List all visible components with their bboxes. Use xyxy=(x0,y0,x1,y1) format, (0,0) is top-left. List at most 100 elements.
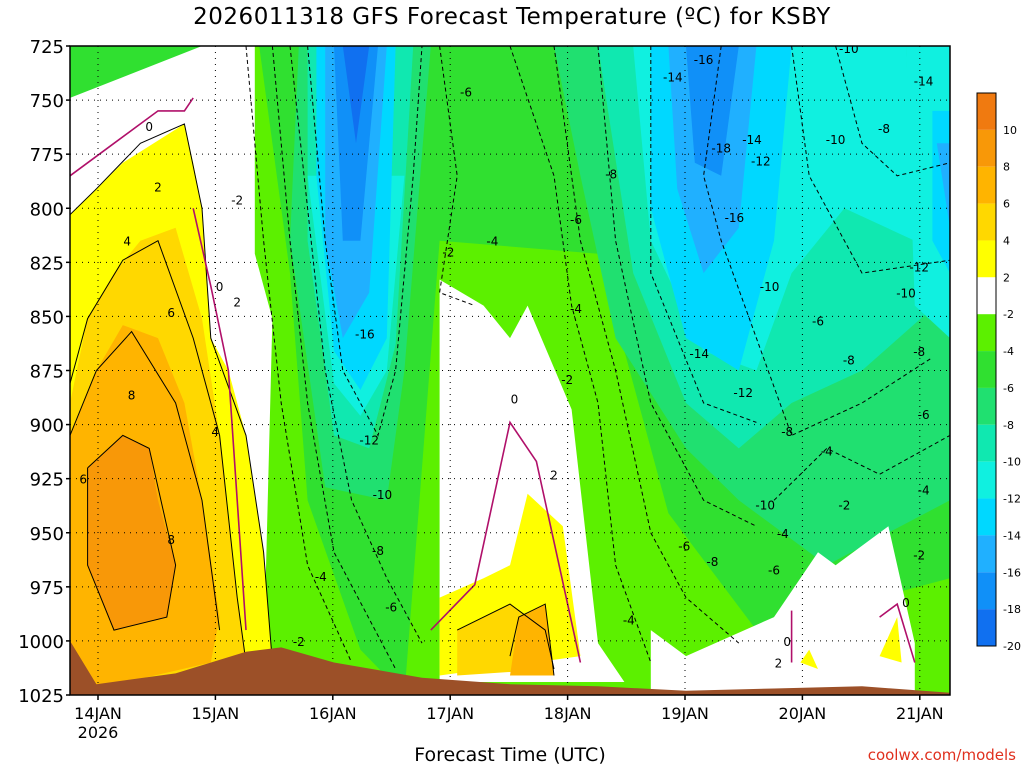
credit-text: coolwx.com/models xyxy=(867,746,1016,764)
ground-terrain xyxy=(70,640,950,695)
contour-minus-h xyxy=(597,46,757,527)
x-tick-label: 18JAN xyxy=(544,704,592,723)
y-tick-label: 1025 xyxy=(18,686,64,707)
contour-label: -4 xyxy=(777,527,789,541)
fill-2-far xyxy=(879,617,902,663)
contour-label: -14 xyxy=(689,347,709,361)
colorbar-label: -8 xyxy=(1003,419,1014,432)
contour-label: 4 xyxy=(123,235,131,249)
colorbar-cell xyxy=(977,387,996,425)
contour-minus-f xyxy=(509,46,652,663)
x-axis-label: Forecast Time (UTC) xyxy=(414,744,606,766)
y-tick-label: 750 xyxy=(30,91,64,112)
contour-label: -6 xyxy=(678,540,690,554)
y-tick-label: 725 xyxy=(30,37,64,58)
contour-label: 2 xyxy=(775,657,783,671)
colorbar-frame xyxy=(976,92,997,647)
contour-label: -8 xyxy=(843,354,855,368)
colorbar-label: -14 xyxy=(1003,529,1021,542)
contour-minus-j xyxy=(703,46,933,437)
colorbar-label: -2 xyxy=(1003,308,1014,321)
contour-label: -4 xyxy=(623,613,635,627)
y-tick-label: 975 xyxy=(30,578,64,599)
fill-2-right xyxy=(800,649,818,669)
contour-label: -10 xyxy=(373,488,393,502)
contour-label: 2 xyxy=(233,295,241,309)
contour-label: -10 xyxy=(896,287,916,301)
contour-label: -12 xyxy=(359,434,379,448)
x-tick-label: 17JAN xyxy=(426,704,474,723)
contour-plus-e xyxy=(456,603,555,670)
contour-label: -8 xyxy=(605,168,617,182)
colorbar-cell xyxy=(977,572,996,610)
contour-label: 0 xyxy=(783,635,791,649)
colorbar-label: 4 xyxy=(1003,234,1010,247)
colorbar-cell xyxy=(977,351,996,388)
chart-title: 2026011318 GFS Forecast Temperature (ºC)… xyxy=(193,4,831,30)
contour-label: -2 xyxy=(231,194,243,208)
colorbar-cell xyxy=(977,424,996,462)
y-tick-label: 775 xyxy=(30,145,64,166)
colorbar-label: -4 xyxy=(1003,345,1014,358)
colorbar-cell xyxy=(977,203,996,241)
colorbar-cell xyxy=(977,240,996,278)
contour-label: -4 xyxy=(918,483,930,497)
contour-label: 0 xyxy=(511,393,519,407)
colorbar-label: -16 xyxy=(1003,566,1021,579)
y-tick-label: 900 xyxy=(30,416,64,437)
contour-label: -4 xyxy=(315,570,327,584)
contour-label: -8 xyxy=(781,425,793,439)
contour-label: 0 xyxy=(145,120,153,134)
contour-label: -14 xyxy=(914,75,934,89)
contour-label: -10 xyxy=(755,499,775,513)
contour-label: -2 xyxy=(442,246,454,260)
fill-minus2-right xyxy=(650,526,915,695)
y-tick-label: 800 xyxy=(30,199,64,220)
contour-minus-g xyxy=(553,46,740,644)
contour-minus-k xyxy=(791,46,950,274)
contour-label: -6 xyxy=(385,600,397,614)
contour-label: 0 xyxy=(902,596,910,610)
contour-minus-e xyxy=(439,46,475,307)
contour-label: -6 xyxy=(460,85,472,99)
contour-label: -10 xyxy=(826,133,846,147)
contour-label: -18 xyxy=(711,142,731,156)
colorbar-cell xyxy=(977,166,996,204)
contour-plus-c xyxy=(70,330,221,631)
contour-zero-e xyxy=(879,602,916,663)
colorbar-cell xyxy=(977,609,996,646)
colorbar-label: 6 xyxy=(1003,198,1010,211)
contour-label: -2 xyxy=(561,373,573,387)
contour-label: -10 xyxy=(760,280,780,294)
colorbar-label: 2 xyxy=(1003,271,1010,284)
contour-minus-c xyxy=(289,46,423,644)
y-tick-label: 825 xyxy=(30,253,64,274)
contour-label: -4 xyxy=(486,235,498,249)
contour-plus-b xyxy=(70,239,247,663)
contour-label: 6 xyxy=(167,306,175,320)
x-tick-label: 21JAN xyxy=(896,704,944,723)
colorbar-cell xyxy=(977,277,996,315)
fill-minus18-a xyxy=(334,46,378,241)
contour-minus-m xyxy=(773,434,950,501)
contour-label: -2 xyxy=(838,499,850,513)
colorbar-label: -12 xyxy=(1003,493,1021,506)
contour-minus-i xyxy=(650,46,757,423)
x-tick-label: 20JAN xyxy=(779,704,827,723)
y-tick-label: 925 xyxy=(30,470,64,491)
colorbar-cell xyxy=(977,93,996,130)
contour-label: -2 xyxy=(913,548,925,562)
contour-label: -4 xyxy=(570,302,582,316)
contour-label: -8 xyxy=(913,345,925,359)
colorbar-cell xyxy=(977,314,996,352)
contour-label: -10 xyxy=(839,42,859,56)
colorbar-cell xyxy=(977,461,996,499)
x-tick-label: 15JAN xyxy=(192,704,240,723)
colorbar-label: 10 xyxy=(1003,124,1017,137)
contour-label: 2 xyxy=(154,181,162,195)
contour-label: -16 xyxy=(355,328,375,342)
contour-label: 6 xyxy=(79,473,87,487)
contour-label: -12 xyxy=(751,155,771,169)
